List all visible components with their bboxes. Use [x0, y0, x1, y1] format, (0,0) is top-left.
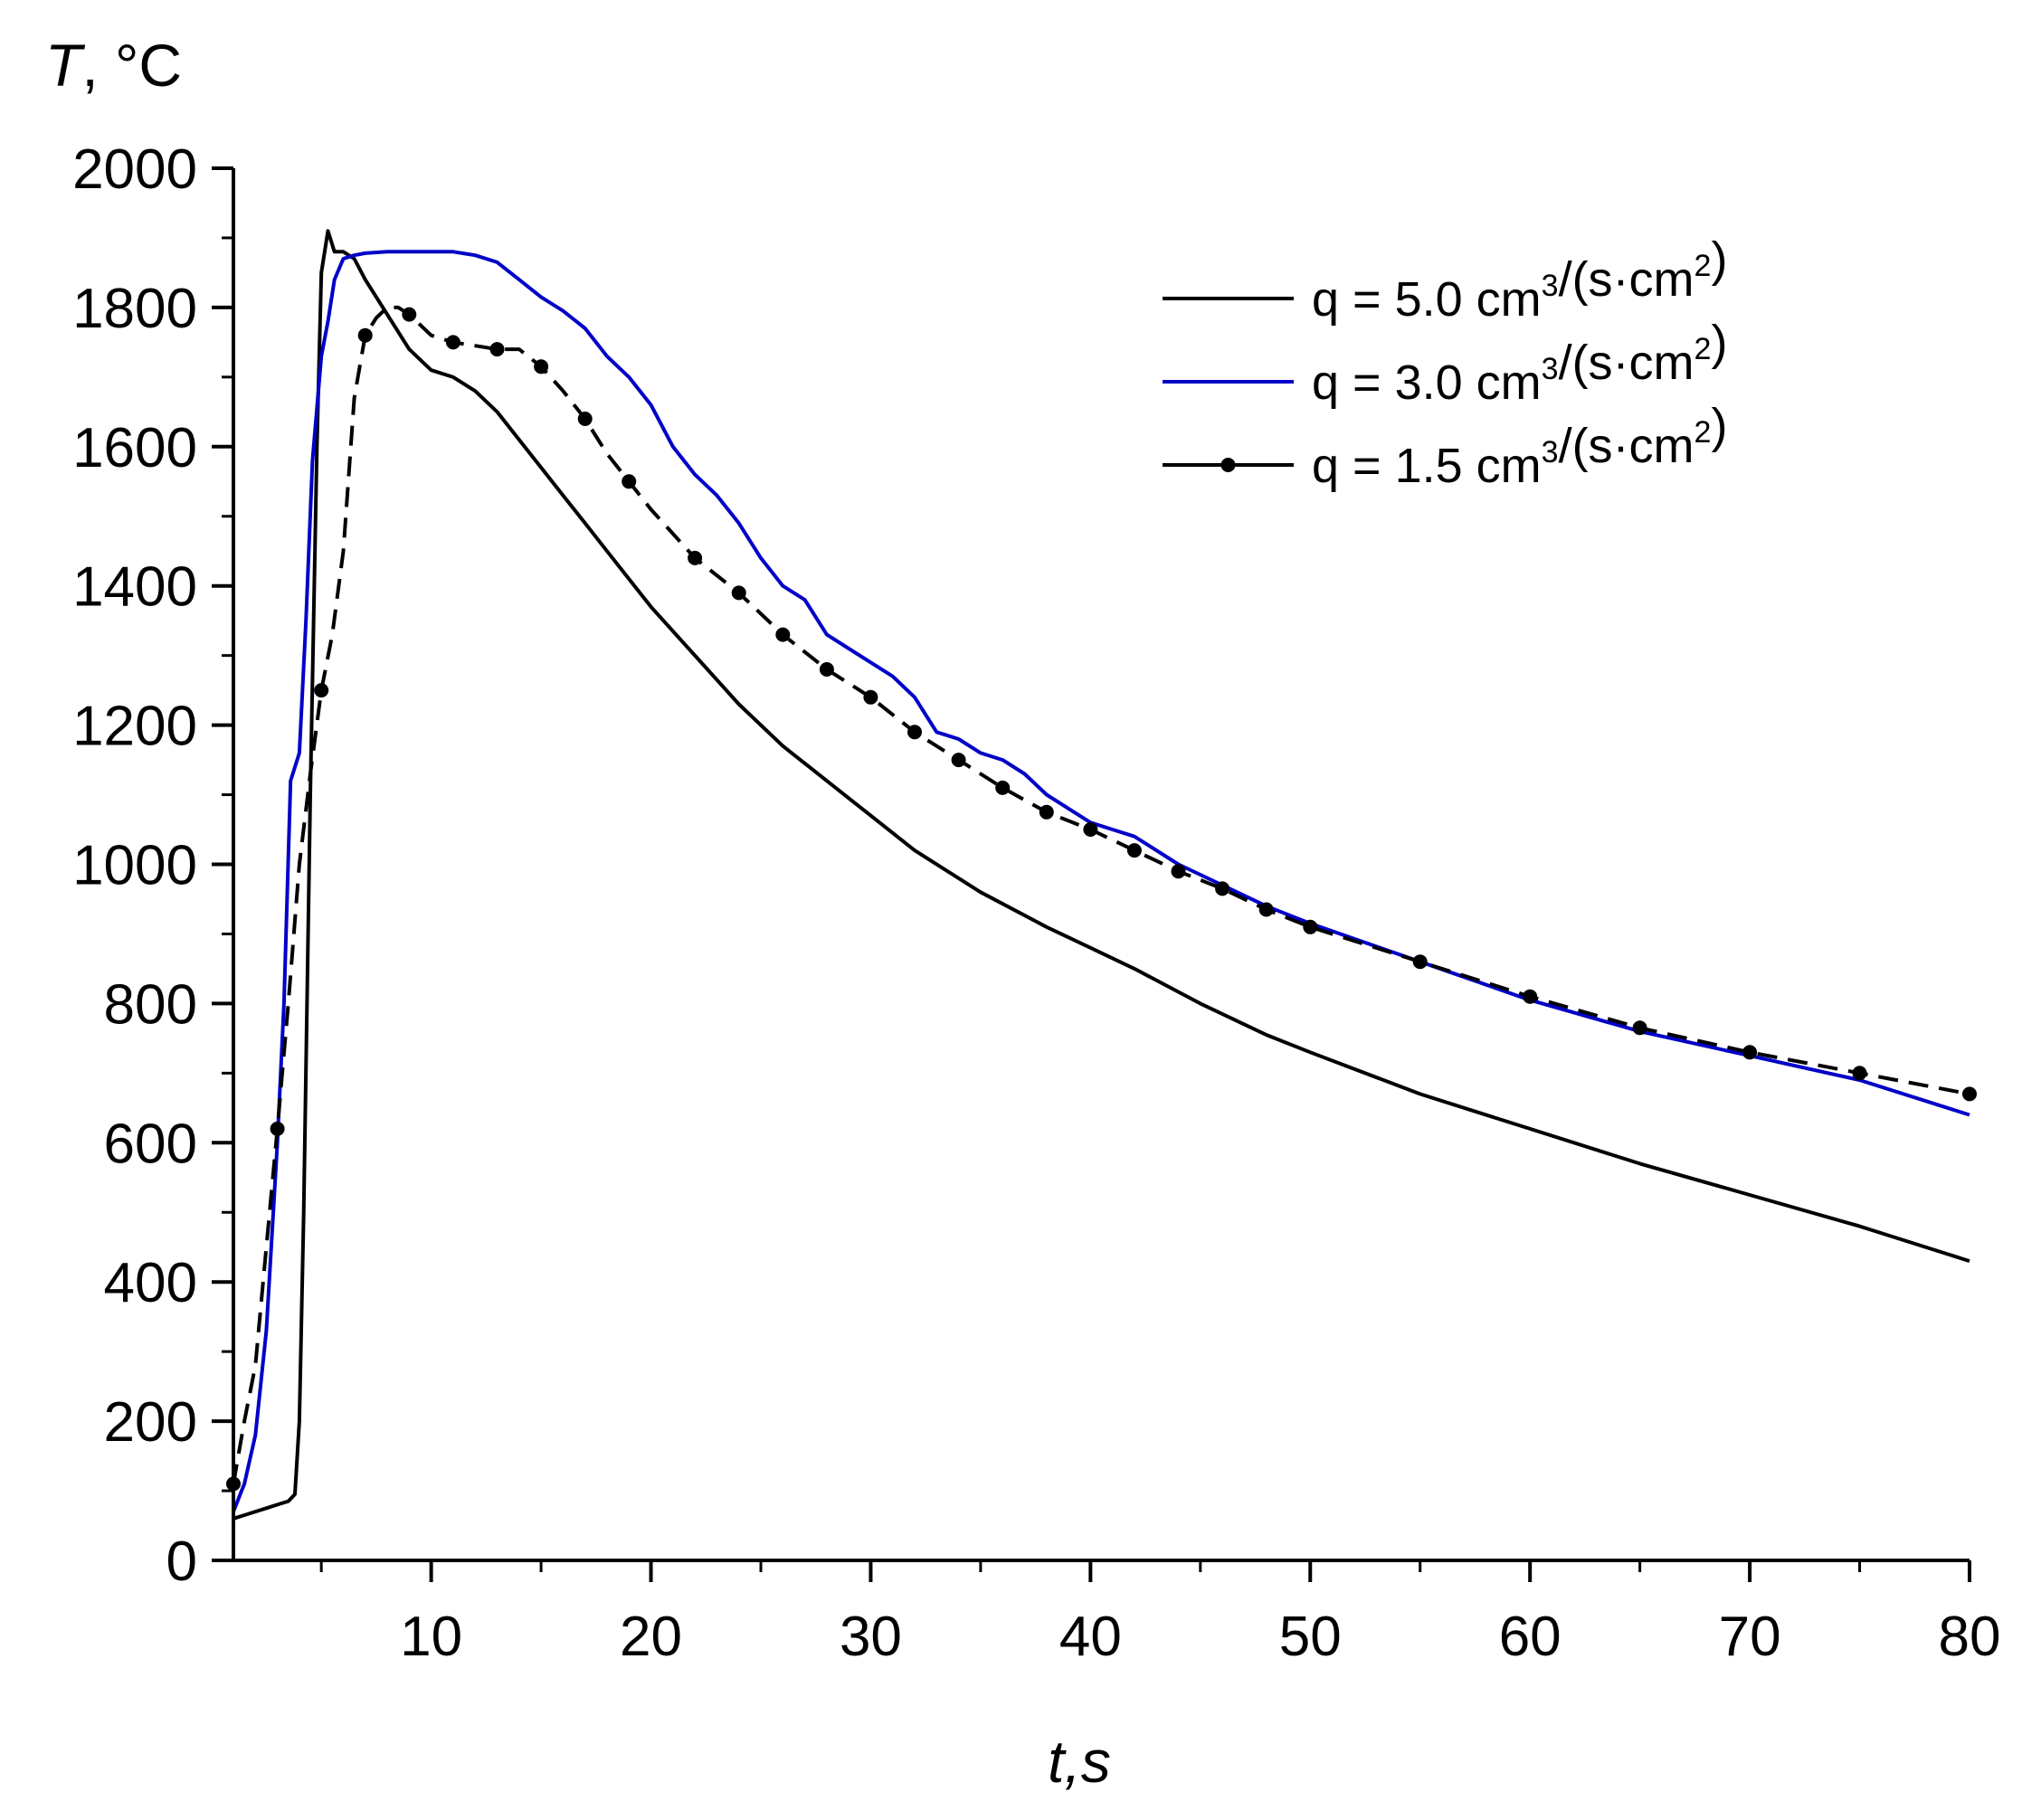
series-3-marker [1215, 881, 1230, 896]
y-axis-label-symbol: T [45, 32, 86, 99]
series-line-1 [233, 229, 1970, 1521]
series-3-marker [775, 627, 791, 642]
series-3-marker [1083, 822, 1098, 837]
x-tick-label: 50 [1279, 1606, 1342, 1668]
series-3-marker [534, 359, 549, 374]
y-tick-label: 600 [104, 1113, 197, 1175]
y-tick-label: 1200 [72, 696, 197, 758]
series-3-marker [1523, 989, 1538, 1004]
series-3-marker [357, 327, 373, 343]
x-tick-label: 20 [620, 1606, 682, 1668]
series-3-marker [1412, 954, 1428, 970]
y-tick-label: 0 [166, 1531, 197, 1593]
series-3-marker [1303, 919, 1318, 934]
x-tick-label: 70 [1719, 1606, 1781, 1668]
y-tick-label: 1800 [72, 278, 197, 340]
series-3-marker [1632, 1020, 1647, 1036]
y-axis-label: T, °C [45, 32, 182, 99]
legend-label-3: q = 1.5 cm3/(s·cm2) [1312, 399, 1727, 493]
x-axis-label: t,s [1048, 1728, 1111, 1795]
series-3-marker [577, 412, 593, 426]
series-3-marker [1962, 1086, 1977, 1102]
x-tick-label: 60 [1499, 1606, 1562, 1668]
series-3-marker [1126, 843, 1142, 858]
series-3-marker [1852, 1066, 1867, 1081]
x-tick-label: 10 [400, 1606, 462, 1668]
y-tick-label: 200 [104, 1391, 197, 1454]
series-3-marker [951, 753, 966, 768]
series-3-marker [1039, 804, 1054, 820]
legend-label-1: q = 5.0 cm3/(s·cm2) [1312, 232, 1727, 327]
series-3-marker [1742, 1045, 1758, 1060]
series-3-marker [863, 689, 878, 705]
x-tick-label: 40 [1059, 1606, 1122, 1668]
series-3-marker [731, 585, 746, 601]
y-tick-label: 2000 [72, 138, 197, 201]
y-tick-label: 800 [104, 973, 197, 1036]
axes: 0 200 400 600 800 1000 1200 1400 1600 1800 2000 10 2… [72, 138, 2000, 1668]
x-tick-label: 80 [1939, 1606, 2001, 1668]
series-3-marker [1171, 864, 1186, 879]
legend-marker-3 [1220, 458, 1236, 472]
legend-label-2: q = 3.0 cm3/(s·cm2) [1312, 316, 1727, 410]
series-line-3 [232, 305, 1970, 1484]
y-axis-label-unit: , °C [81, 32, 182, 99]
series-line-2 [232, 250, 1970, 1512]
x-tick-label: 30 [840, 1606, 902, 1668]
series-3-marker [314, 683, 329, 698]
y-tick-label: 400 [104, 1252, 197, 1314]
series-3-marker [270, 1121, 285, 1136]
series-3-marker [489, 342, 505, 357]
legend: q = 5.0 cm3/(s·cm2)q = 3.0 cm3/(s·cm2)q … [1163, 232, 1727, 493]
series-3-marker [688, 550, 703, 565]
series-3-marker [1258, 902, 1274, 917]
y-tick-label: 1600 [72, 417, 197, 479]
y-tick-label: 1400 [72, 556, 197, 619]
series-3-marker [995, 780, 1011, 795]
series-3-marker [402, 307, 417, 322]
plot-area [226, 229, 1977, 1521]
series-3-marker [622, 474, 637, 489]
y-tick-label: 1000 [72, 835, 197, 897]
series-3-marker [819, 662, 834, 677]
series-3-marker [907, 725, 922, 740]
series-3-marker [445, 335, 460, 350]
